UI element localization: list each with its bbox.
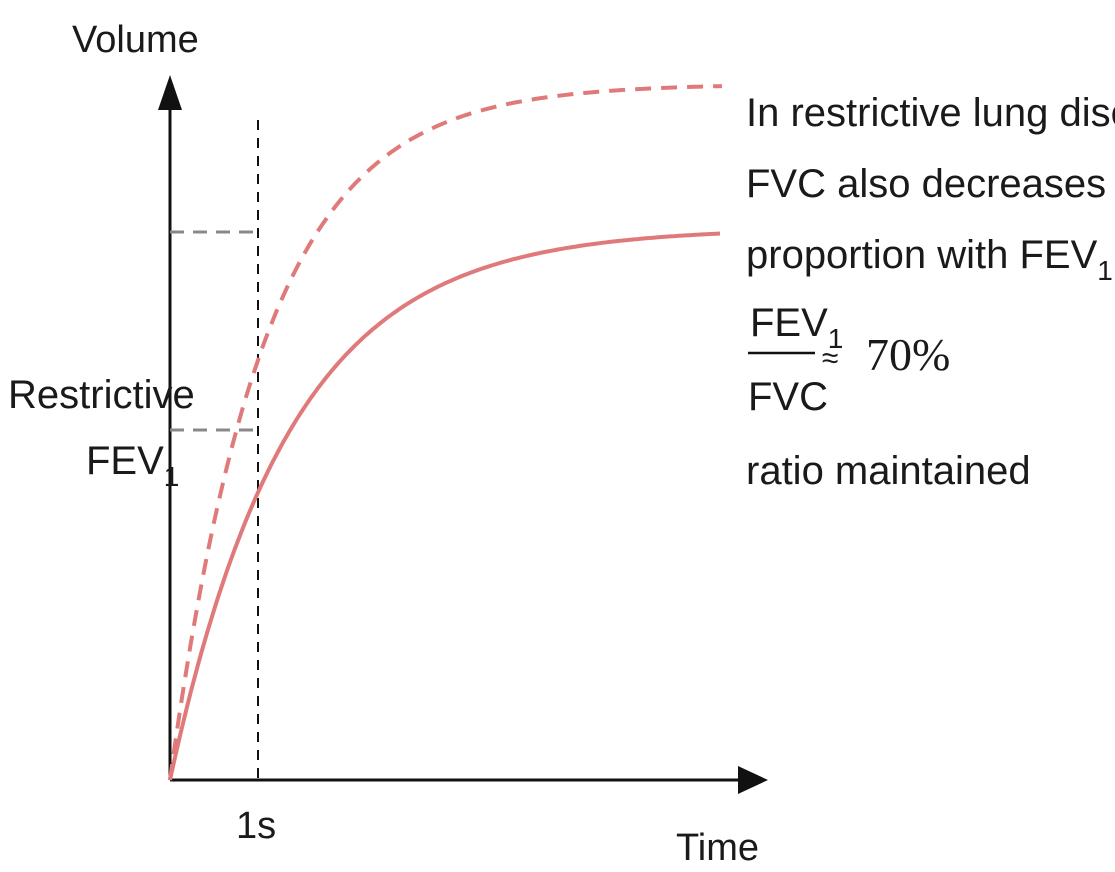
x-tick-1s: 1s <box>236 805 276 847</box>
restrictive-label: Restrictive <box>8 373 195 417</box>
y-axis-label: Volume <box>72 19 199 61</box>
approx-symbol: ≈ <box>822 342 838 375</box>
y-axis-arrow <box>158 75 182 110</box>
annotation-line-3: proportion with FEV1 ∴ <box>746 233 1115 286</box>
annotation-line-2: FVC also decreases in <box>746 162 1115 206</box>
annotation-line-1: In restrictive lung disease, <box>746 91 1115 135</box>
x-axis-label: Time <box>676 827 759 869</box>
normal-curve-dashed <box>168 84 723 781</box>
x-axis-arrow <box>738 766 768 794</box>
annotation-line-last: ratio maintained <box>746 449 1031 493</box>
fraction-numerator: FEV1 <box>750 301 843 354</box>
fraction-denominator: FVC <box>748 375 828 419</box>
ratio-value: 70% <box>866 329 950 380</box>
restrictive-fev1-label: FEV1 <box>86 439 179 492</box>
restrictive-curve <box>168 231 721 781</box>
